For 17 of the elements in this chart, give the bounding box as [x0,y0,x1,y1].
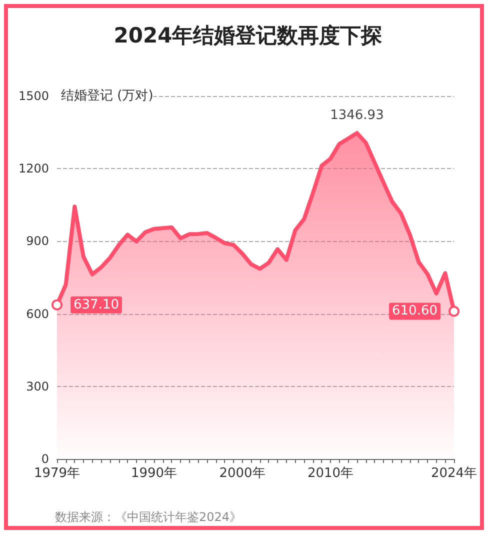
y-tick-label: 0 [41,452,49,466]
y-axis-title: 结婚登记 (万对) [61,88,154,104]
source-note: 数据来源：《中国统计年鉴2024》 [55,510,242,524]
data-label: 610.60 [392,304,438,319]
data-label: 1346.93 [330,108,384,123]
x-tick-label: 2024年 [430,466,478,481]
data-label: 637.10 [74,297,119,312]
y-tick-label: 1200 [18,162,49,176]
chart-title: 2024年结婚登记数再度下探 [114,24,382,48]
x-tick-label: 1990年 [131,466,178,481]
x-tick-label: 2000年 [219,466,266,481]
y-tick-label: 1500 [18,89,49,103]
x-tick-label: 2010年 [307,466,354,481]
y-tick-label: 300 [26,379,49,394]
x-tick-label: 1979年 [34,466,80,481]
y-tick-label: 900 [26,234,49,248]
y-tick-label: 600 [26,306,49,321]
